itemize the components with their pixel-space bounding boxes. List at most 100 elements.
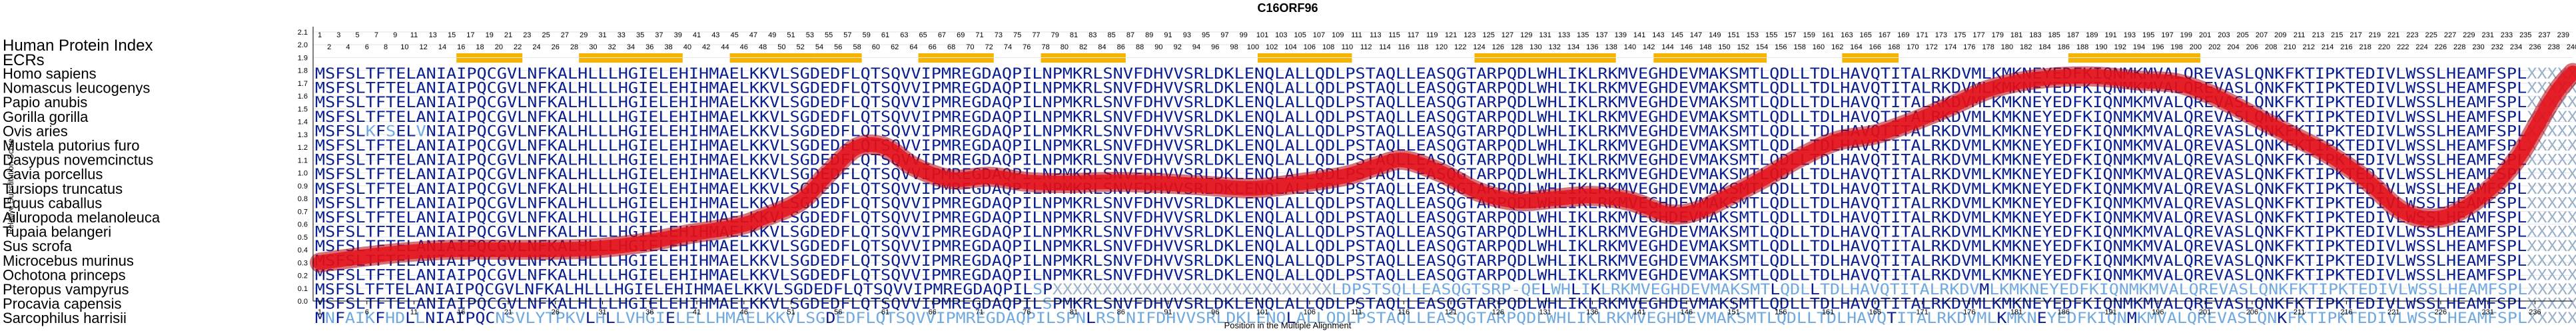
protein-index-number: 20 xyxy=(495,43,503,51)
protein-index-number: 76 xyxy=(1023,43,1031,51)
protein-index-number: 52 xyxy=(797,43,805,51)
protein-index-number: 154 xyxy=(1756,43,1768,51)
protein-index-number: 131 xyxy=(1539,31,1551,39)
sequence-row: MSFSLTFTELANIAIPQCGVLNFKALHLLLHGIELEHIHM… xyxy=(315,253,2576,270)
species-name: Nomascus leucogenys xyxy=(3,80,150,97)
protein-index-number: 218 xyxy=(2360,43,2371,51)
protein-index-number: 44 xyxy=(721,43,729,51)
x-tick-label: 146 xyxy=(1681,308,1693,316)
protein-index-number: 220 xyxy=(2378,43,2390,51)
x-tick-label: 86 xyxy=(1117,308,1125,316)
protein-index-number: 1 xyxy=(318,31,322,39)
x-tick-label: 56 xyxy=(834,308,842,316)
protein-index-number: 67 xyxy=(938,31,946,39)
protein-index-number: 31 xyxy=(598,31,606,39)
ecr-bar xyxy=(814,53,862,63)
protein-index-number: 25 xyxy=(542,31,550,39)
x-tick-label: 1 xyxy=(318,308,322,316)
sequence-alignment: Homo sapiens MSFSLTFTELANIAIPQCGVLNFKALHL… xyxy=(3,65,2576,327)
substitution-curve-line xyxy=(312,65,2576,270)
x-tick-label: 101 xyxy=(1256,308,1268,316)
protein-index-number: 152 xyxy=(1737,43,1749,51)
protein-index-number: 125 xyxy=(1482,31,1494,39)
protein-index-number: 68 xyxy=(947,43,955,51)
protein-index-number: 157 xyxy=(1784,31,1796,39)
protein-index-number: 227 xyxy=(2444,31,2456,39)
protein-index-number: 174 xyxy=(1944,43,1956,51)
human-protein-index-label: Human Protein Index xyxy=(3,37,153,55)
protein-index-number: 228 xyxy=(2453,43,2465,51)
protein-index-number: 35 xyxy=(636,31,644,39)
protein-index-number: 69 xyxy=(957,31,965,39)
protein-index-number: 205 xyxy=(2237,31,2249,39)
sequence-row: MSFSLTFTELANIAIPQCGVLNFKALHLLLHGIELEHIHM… xyxy=(315,267,2576,284)
protein-index-number: 229 xyxy=(2463,31,2475,39)
protein-index-number: 126 xyxy=(1492,43,1504,51)
protein-index-number: 88 xyxy=(1136,43,1144,51)
protein-index-number: 226 xyxy=(2435,43,2447,51)
protein-index-number: 195 xyxy=(2142,31,2154,39)
species-name: Cavia porcellus xyxy=(3,166,103,182)
protein-index-number: 181 xyxy=(2010,31,2022,39)
protein-index-number: 15 xyxy=(448,31,456,39)
protein-index-number: 82 xyxy=(1079,43,1087,51)
ecr-bar xyxy=(729,53,815,63)
x-tick-label: 151 xyxy=(1727,308,1739,316)
protein-index-number: 113 xyxy=(1370,31,1382,39)
x-tick-label: 166 xyxy=(1869,308,1881,316)
protein-index-number: 103 xyxy=(1275,31,1287,39)
y-tick-label: 0.2 xyxy=(298,272,308,280)
y-tick-label: 1.2 xyxy=(298,144,308,152)
protein-index-number: 62 xyxy=(891,43,899,51)
y-tick-label: 0.4 xyxy=(298,246,308,254)
species-name: Procavia capensis xyxy=(3,296,122,312)
ecr-bars xyxy=(456,53,2201,63)
sequence-row: MNFAIKFHDLLNIAIPQCNSVLYTPKVLHLLVHGIELELL… xyxy=(315,310,2576,327)
protein-index-number: 9 xyxy=(393,31,397,39)
protein-index-number: 146 xyxy=(1681,43,1693,51)
species-name: Microcebus murinus xyxy=(3,252,134,269)
y-tick-label: 1.4 xyxy=(298,119,308,127)
x-tick-label: 156 xyxy=(1775,308,1787,316)
protein-index-number: 17 xyxy=(466,31,474,39)
protein-index-number: 6 xyxy=(365,43,369,51)
y-tick-label: 1.6 xyxy=(298,93,308,101)
protein-index-number: 16 xyxy=(457,43,465,51)
protein-index-number: 101 xyxy=(1256,31,1268,39)
x-tick-label: 171 xyxy=(1916,308,1928,316)
protein-index-number: 49 xyxy=(768,31,776,39)
protein-index-number: 144 xyxy=(1661,43,1673,51)
protein-index-number: 118 xyxy=(1417,43,1429,51)
chart-title: C16ORF96 xyxy=(1257,1,1318,15)
protein-index-number: 46 xyxy=(740,43,748,51)
protein-index-number: 57 xyxy=(843,31,851,39)
protein-index-number: 215 xyxy=(2331,31,2343,39)
protein-index-number: 37 xyxy=(655,31,663,39)
protein-index-number: 36 xyxy=(645,43,653,51)
protein-index-number: 14 xyxy=(438,43,446,51)
protein-index-number: 142 xyxy=(1643,43,1655,51)
protein-index-number: 77 xyxy=(1032,31,1040,39)
protein-index-number: 182 xyxy=(2020,43,2032,51)
protein-index-number: 176 xyxy=(1963,43,1975,51)
protein-index-number: 112 xyxy=(1360,43,1372,51)
x-tick-label: 176 xyxy=(1963,308,1975,316)
x-tick-label: 181 xyxy=(2010,308,2022,316)
species-name: Sarcophilus harrisii xyxy=(3,310,127,326)
ecr-bar xyxy=(1842,53,1899,63)
protein-index-number: 94 xyxy=(1192,43,1200,51)
protein-index-number: 233 xyxy=(2501,31,2513,39)
sequence-row: MSFSLTFTELANIAIPQCGVLNFKALHLLLHGIELEHIHM… xyxy=(315,296,2576,313)
protein-index-number: 136 xyxy=(1586,43,1598,51)
x-tick-label: 141 xyxy=(1633,308,1645,316)
ecr-bar xyxy=(579,53,683,63)
ecr-bar xyxy=(2068,53,2201,63)
protein-index-number: 23 xyxy=(523,31,531,39)
protein-index-number: 204 xyxy=(2227,43,2239,51)
x-tick-label: 76 xyxy=(1023,308,1031,316)
protein-index-number: 197 xyxy=(2161,31,2173,39)
species-name: Sus scrofa xyxy=(3,238,73,254)
protein-index-number: 214 xyxy=(2322,43,2334,51)
protein-index-number: 28 xyxy=(570,43,578,51)
sequence-row: MSFSLKFSELVNIAIPQCGVLNFKALHLLLHGIELEHIHM… xyxy=(315,123,2576,140)
